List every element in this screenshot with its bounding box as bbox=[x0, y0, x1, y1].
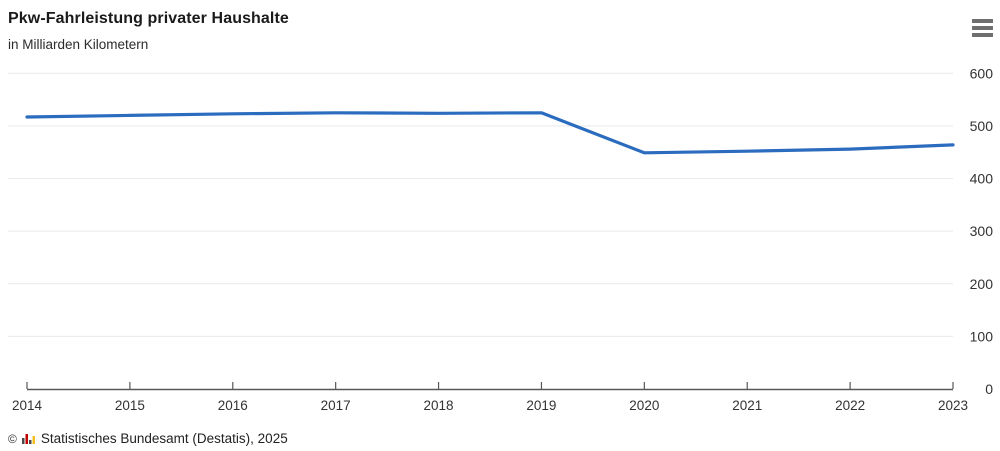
y-axis-label: 200 bbox=[970, 276, 994, 292]
y-axis-label: 400 bbox=[970, 171, 994, 187]
source-footer: © Statistisches Bundesamt (Destatis), 20… bbox=[8, 431, 288, 446]
y-axis-label: 300 bbox=[970, 223, 994, 239]
data-line[interactable] bbox=[25, 111, 955, 155]
menu-bar bbox=[972, 26, 993, 30]
logo-bar bbox=[21, 438, 25, 444]
x-axis-label: 2018 bbox=[424, 398, 454, 413]
y-axis-label: 100 bbox=[970, 328, 994, 344]
y-axis-label: 600 bbox=[970, 65, 994, 81]
x-axis-label: 2014 bbox=[12, 398, 43, 413]
x-axis-label: 2021 bbox=[732, 398, 762, 413]
chart-title: Pkw-Fahrleistung privater Haushalte bbox=[8, 10, 289, 27]
x-axis-label: 2017 bbox=[321, 398, 351, 413]
y-axis-label: 500 bbox=[970, 118, 994, 134]
x-axis-label: 2020 bbox=[629, 398, 659, 413]
x-axis-label: 2016 bbox=[218, 398, 248, 413]
menu-bar bbox=[972, 33, 993, 37]
hamburger-menu-icon[interactable] bbox=[972, 19, 993, 37]
x-axis-label: 2023 bbox=[938, 398, 968, 413]
destatis-bars-logo-icon bbox=[21, 434, 35, 444]
source-text: Statistisches Bundesamt (Destatis), 2025 bbox=[40, 431, 288, 446]
x-axis-label: 2022 bbox=[835, 398, 865, 413]
logo-bar bbox=[25, 434, 28, 444]
menu-bar bbox=[972, 19, 993, 23]
chart-subtitle: in Milliarden Kilometern bbox=[8, 37, 149, 52]
logo-bar bbox=[32, 436, 35, 444]
y-axis-label: 0 bbox=[985, 381, 993, 397]
copyright-symbol: © bbox=[8, 431, 17, 446]
logo-bar bbox=[28, 440, 32, 444]
x-axis-label: 2015 bbox=[115, 398, 145, 413]
x-axis-label: 2019 bbox=[526, 398, 556, 413]
